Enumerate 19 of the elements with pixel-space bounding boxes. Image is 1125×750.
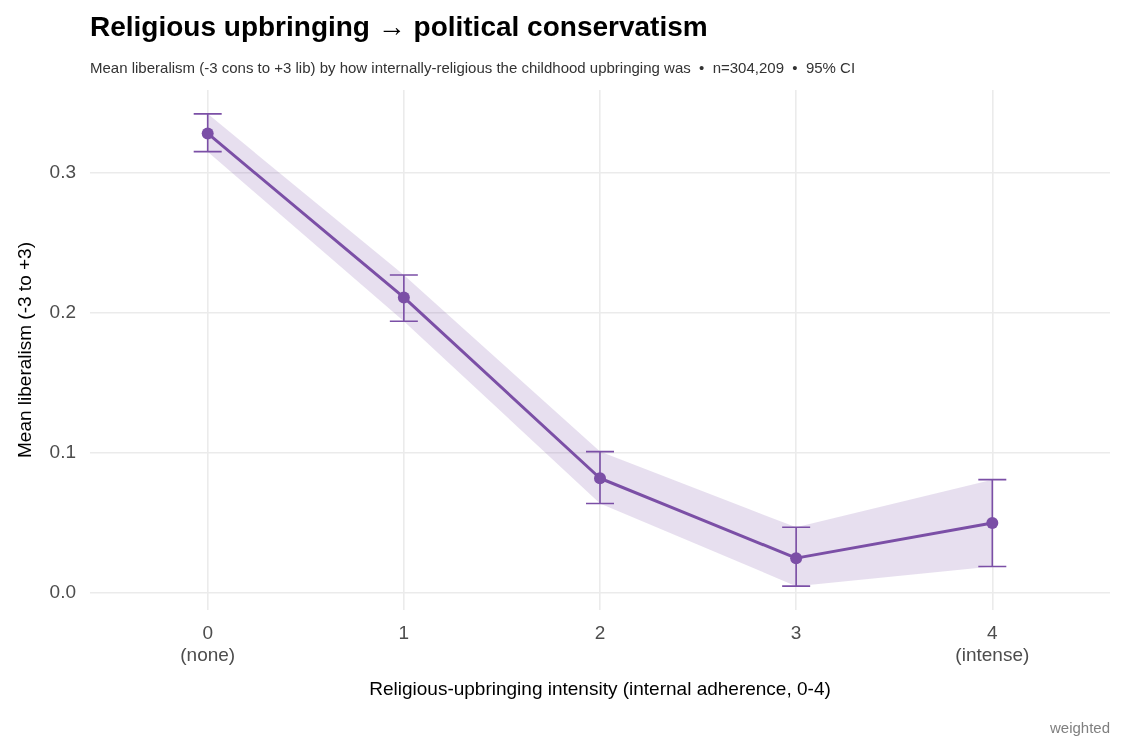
point [201, 127, 214, 140]
chart-title: Religious upbringing → political conservatism [90, 11, 708, 43]
x-tick-label: 1 [398, 621, 410, 643]
point [594, 472, 606, 485]
y-tick-label: 0.2 [49, 301, 76, 323]
y-tick-label: 0.3 [49, 160, 76, 182]
point [986, 517, 999, 530]
y-axis-title: Mean liberalism (-3 to +3) [13, 242, 35, 458]
point [397, 291, 410, 304]
x-tick-label: 0 (none) [180, 621, 236, 666]
x-tick-label: 3 [790, 621, 802, 643]
text: weighted [1049, 719, 1110, 736]
y-tick-label: 0.1 [49, 441, 76, 463]
point [790, 552, 803, 565]
y-tick-label: 0.0 [49, 581, 76, 603]
x-tick-label: 2 [594, 621, 606, 643]
chart-subtitle: Mean liberalism (-3 cons to +3 lib) by how internally-religious the childhood upbringing was • n=304,209 • 95% CI [90, 59, 856, 76]
x-tick-label: 4 (intense) [955, 621, 1030, 666]
x-axis-title: Religious-upbringing intensity (internal adherence, 0-4) [369, 677, 831, 699]
